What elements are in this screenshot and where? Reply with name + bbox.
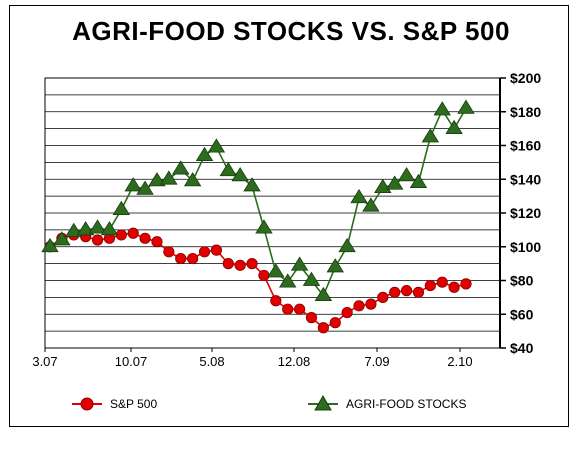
sp500-point	[187, 252, 199, 265]
sp500-point	[436, 276, 448, 288]
agri-point	[326, 258, 344, 273]
agri-point	[350, 188, 368, 204]
x-tick-label: 5.08	[199, 354, 224, 369]
agri-point	[421, 128, 440, 143]
agri-point	[267, 263, 285, 278]
sp500-point	[210, 244, 222, 256]
agri-point	[183, 172, 202, 187]
agri-point	[207, 138, 226, 153]
legend-sp500-label: S&P 500	[110, 397, 158, 411]
legend-item-sp500: S&P 500	[70, 392, 157, 416]
agri-point	[65, 222, 83, 237]
agri-point	[231, 167, 249, 182]
y-tick-label: $40	[510, 340, 534, 356]
sp500-point	[353, 300, 365, 312]
agri-point	[385, 175, 404, 190]
agri-point	[255, 219, 273, 234]
sp500-point	[151, 236, 163, 248]
chart-frame	[9, 5, 569, 427]
agri-point	[124, 177, 142, 192]
axis-layer: $40 $60 $80 $100 $120 $140 $160 $180 $200 3.07 10.…	[32, 70, 541, 369]
x-tick-label: 3.07	[32, 354, 57, 369]
x-tick-label: 7.09	[364, 354, 389, 369]
legend-sp500-swatch-icon	[72, 397, 102, 411]
sp500-point	[139, 232, 151, 244]
agri-point	[445, 119, 463, 134]
agri-point	[219, 161, 238, 177]
sp500-point	[365, 298, 377, 310]
y-tick-label: $80	[510, 273, 534, 289]
x-tick-label: 10.07	[115, 354, 148, 369]
sp500-point	[127, 227, 139, 239]
agri-series-line	[49, 107, 467, 298]
sp500-point	[163, 246, 175, 258]
legend-agri-swatch-icon	[308, 394, 338, 411]
y-tick-label: $60	[510, 306, 534, 322]
agri-point	[76, 221, 95, 236]
sp500-point	[246, 258, 258, 270]
x-tick-label: 12.08	[278, 354, 311, 369]
legend-item-agri: AGRI-FOOD STOCKS	[306, 392, 466, 416]
agri-point	[362, 197, 380, 212]
agri-point	[338, 237, 356, 253]
y-tick-label: $160	[510, 138, 541, 154]
agri-point	[148, 172, 166, 187]
sp500-point	[222, 258, 234, 270]
sp500-point	[270, 295, 282, 307]
y-tick-label: $180	[510, 104, 541, 120]
chart-title: AGRI-FOOD STOCKS VS. S&P 500	[72, 16, 510, 46]
legend: S&P 500 AGRI-FOOD STOCKS	[0, 392, 582, 416]
agri-point	[195, 146, 214, 161]
y-tick-label: $200	[510, 70, 541, 86]
sp500-point	[424, 279, 436, 292]
y-tick-label: $120	[510, 205, 541, 221]
x-tick-label: 2.10	[447, 354, 472, 369]
sp500-point	[258, 269, 270, 282]
legend-agri-label: AGRI-FOOD STOCKS	[346, 397, 467, 411]
sp500-point	[198, 246, 211, 258]
sp500-point	[412, 286, 425, 298]
agri-point	[278, 273, 297, 288]
agri-point	[302, 271, 321, 286]
sp500-point	[91, 234, 104, 246]
y-tick-label: $100	[510, 239, 541, 255]
agri-point	[409, 173, 428, 188]
agri-point	[397, 167, 416, 182]
series-layer	[41, 99, 475, 334]
agri-point	[290, 256, 309, 271]
grid-layer	[45, 77, 500, 349]
agri-point	[136, 180, 154, 195]
chart-plot: $40 $60 $80 $100 $120 $140 $160 $180 $200 3.07 10.…	[32, 70, 541, 369]
sp500-point	[448, 281, 460, 293]
sp500-point	[329, 317, 341, 329]
agri-point	[112, 200, 131, 215]
sp500-point	[460, 278, 472, 290]
agri-point	[88, 219, 107, 234]
agri-point	[457, 99, 475, 114]
sp500-point	[305, 312, 318, 324]
sp500-point	[234, 259, 246, 271]
sp500-point	[400, 285, 413, 297]
sp500-point	[389, 286, 401, 298]
sp500-point	[377, 291, 389, 303]
agri-point	[100, 221, 119, 236]
agri-point	[243, 177, 261, 192]
y-tick-label: $140	[510, 171, 541, 187]
sp500-point	[293, 303, 306, 315]
agri-point	[53, 231, 71, 246]
sp500-point	[175, 252, 187, 265]
sp500-point	[341, 306, 353, 319]
agri-point	[160, 170, 178, 185]
agri-point	[433, 101, 451, 116]
agri-point	[314, 286, 333, 302]
agri-point	[172, 160, 190, 175]
sp500-point	[282, 303, 294, 315]
sp500-point	[317, 322, 329, 334]
